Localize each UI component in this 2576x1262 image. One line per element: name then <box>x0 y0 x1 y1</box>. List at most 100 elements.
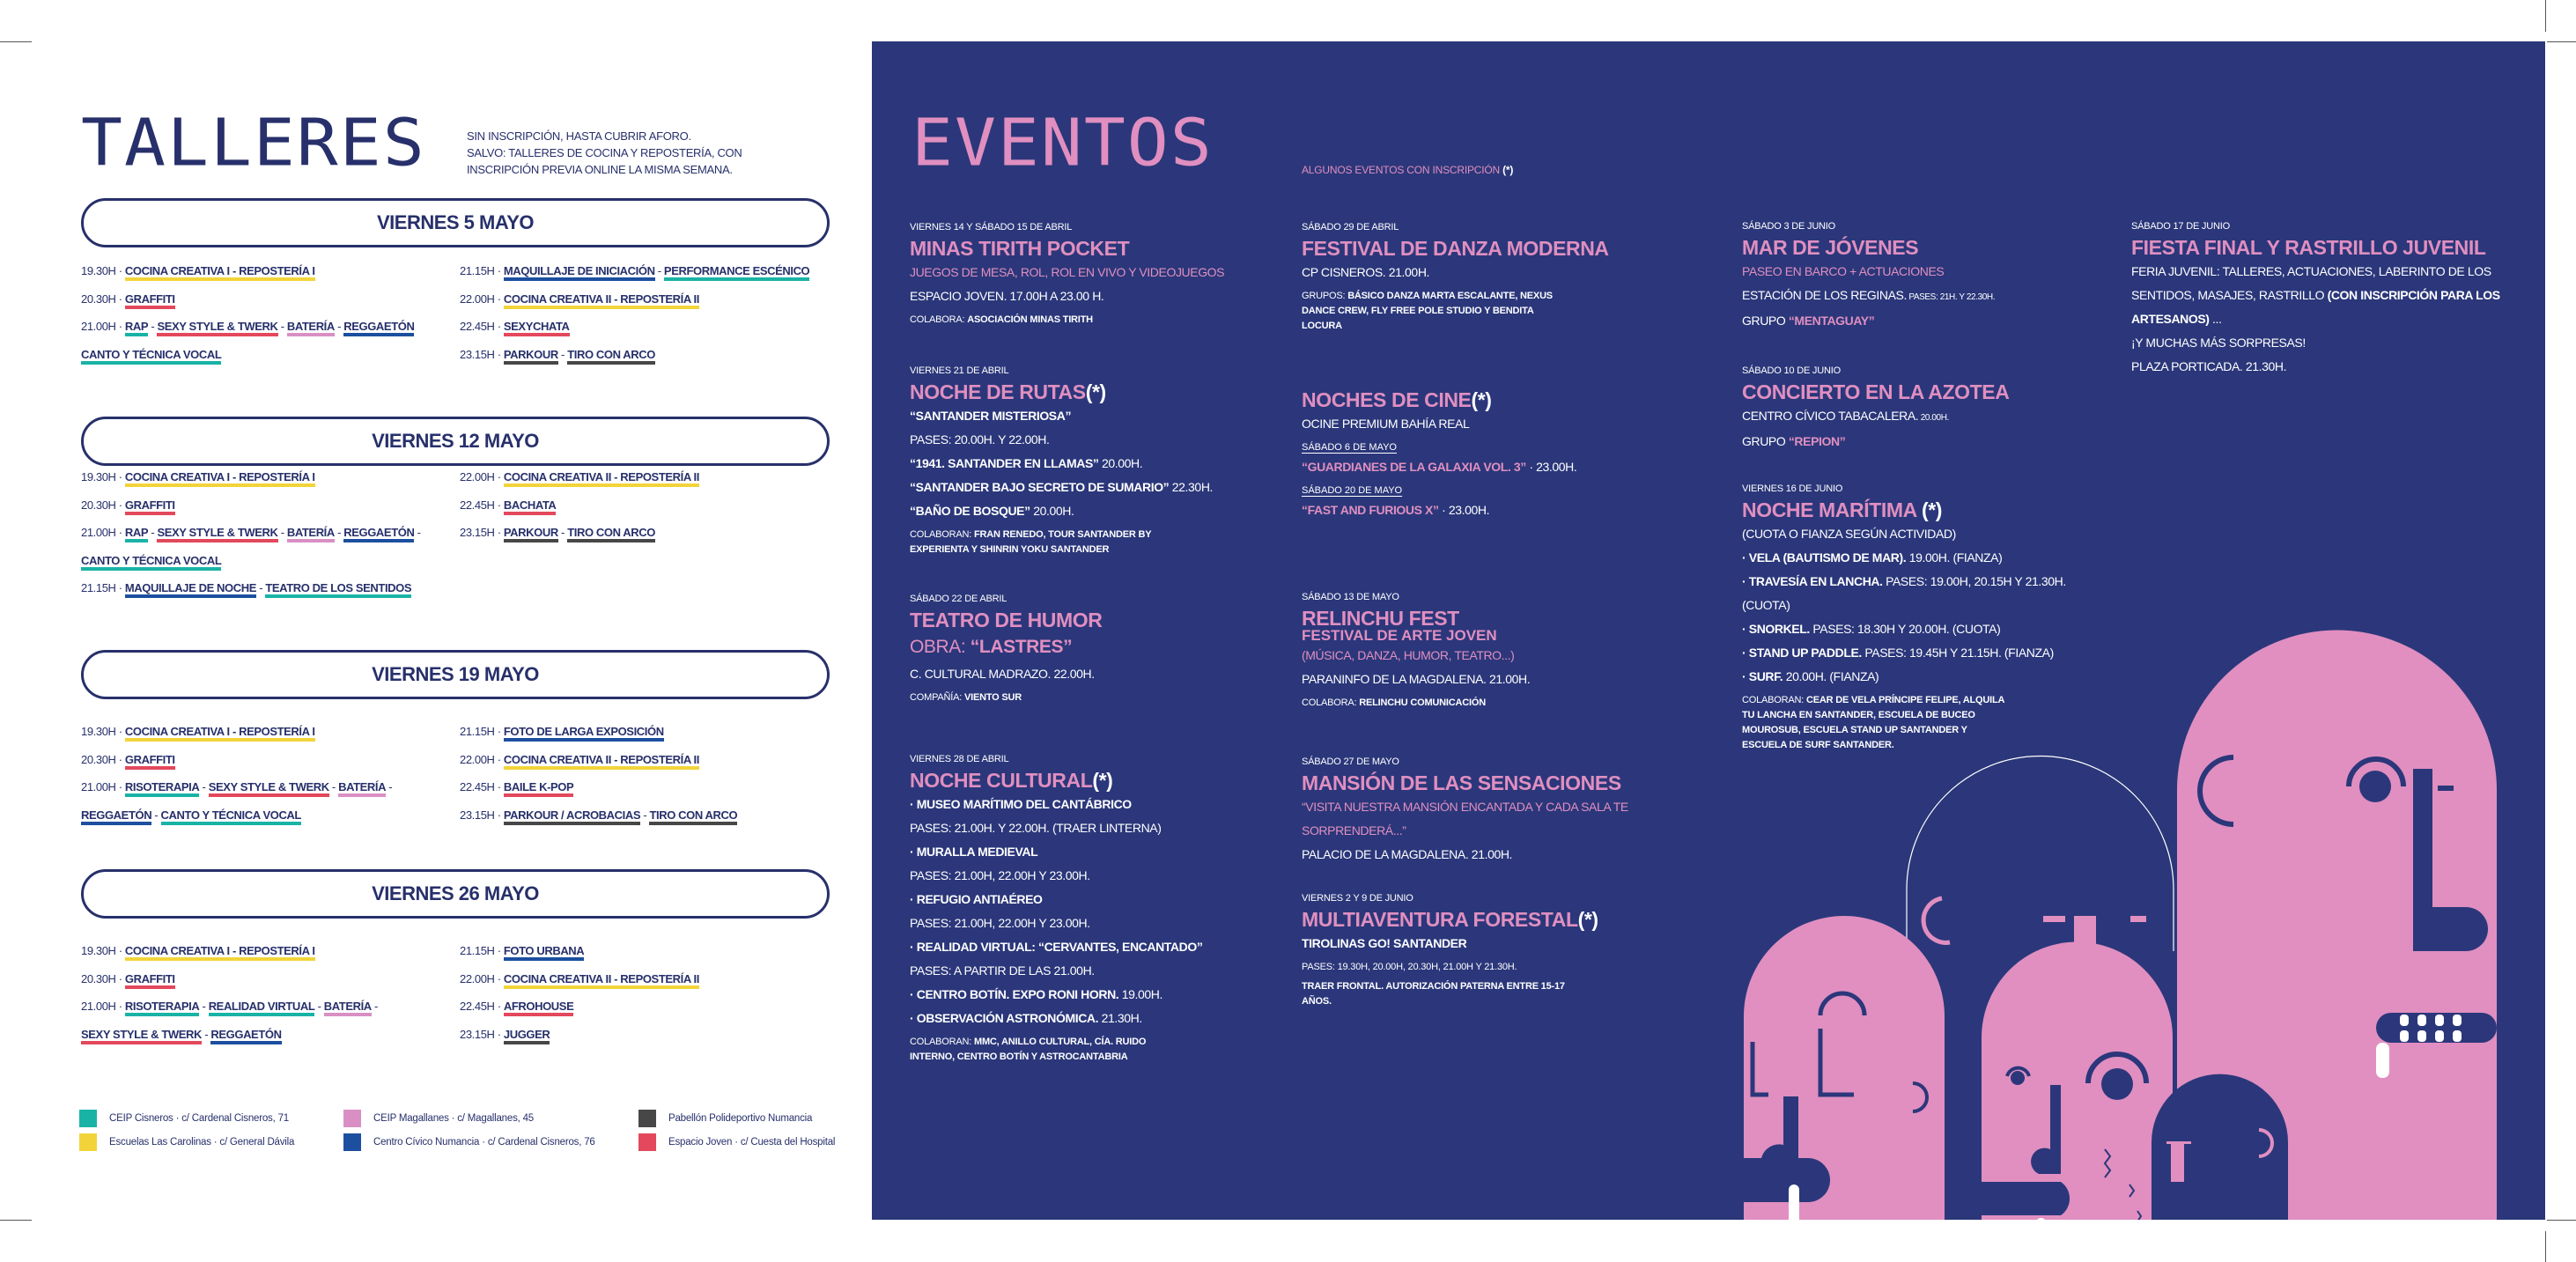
workshop-link[interactable]: RAP <box>124 320 149 336</box>
workshop-link[interactable]: REALIDAD VIRTUAL <box>208 1000 315 1016</box>
schedule-text: 20.30H · <box>81 971 125 985</box>
event-line: COMPAÑÍA: VIENTO SUR <box>910 690 1174 705</box>
workshop-link[interactable]: TIRO CON ARCO <box>567 348 655 365</box>
schedule-text: - <box>640 808 650 822</box>
workshop-link[interactable]: FOTO URBANA <box>503 944 585 961</box>
workshop-link[interactable]: MAQUILLAJE DE INICIACIÓN <box>503 264 655 281</box>
day-header: VIERNES 5 MAYO <box>81 198 830 247</box>
workshop-link[interactable]: MAQUILLAJE DE NOCHE <box>124 581 256 598</box>
workshop-link[interactable]: COCINA CREATIVA II - REPOSTERÍA II <box>503 292 699 309</box>
event-line: TIROLINAS GO! SANTANDER <box>1302 932 1689 956</box>
workshop-link[interactable]: SEXYCHATA <box>503 320 570 336</box>
event-line: (CUOTA O FIANZA SEGÚN ACTIVIDAD) <box>1742 522 2094 546</box>
event-line: PASES: 21.00H, 22.00H Y 23.00H. <box>910 911 1288 935</box>
workshop-link[interactable]: CANTO Y TÉCNICA VOCAL <box>160 808 301 825</box>
workshop-link[interactable]: JUGGER <box>503 1028 550 1044</box>
workshop-link[interactable]: COCINA CREATIVA II - REPOSTERÍA II <box>503 972 699 989</box>
event-card: VIERNES 28 DE ABRIL NOCHE CULTURAL(*) · MU… <box>910 754 1288 1065</box>
workshop-link[interactable]: COCINA CREATIVA I - REPOSTERÍA I <box>124 725 315 742</box>
workshop-link[interactable]: REGGAETÓN <box>210 1028 282 1044</box>
workshop-link[interactable]: CANTO Y TÉCNICA VOCAL <box>81 348 222 365</box>
event-title-text: CONCIERTO EN LA AZOTEA <box>1742 380 2010 403</box>
note-line: SIN INSCRIPCIÓN, HASTA CUBRIR AFORO. <box>467 129 691 143</box>
schedule-text: 20.30H · <box>81 498 125 512</box>
event-line: GRUPOS: BÁSICO DANZA MARTA ESCALANTE, NE… <box>1302 289 1566 334</box>
workshop-link[interactable]: BATERÍA <box>286 320 335 336</box>
schedule-row: 23.15H · PARKOUR / ACROBACIAS - TIRO CON… <box>460 808 838 837</box>
event-line: GRUPO “REPION” <box>1742 430 2094 454</box>
schedule-text: 21.00H · <box>81 1000 125 1013</box>
event-line: COLABORA: ASOCIACIÓN MINAS TIRITH <box>910 313 1174 328</box>
workshop-link[interactable]: COCINA CREATIVA II - REPOSTERÍA II <box>503 753 699 770</box>
event-text: · 23.00H. <box>1438 503 1490 517</box>
event-text: COLABORA: <box>910 314 968 325</box>
event-text: 20.00H. <box>1098 456 1143 470</box>
schedule-text: 21.15H · <box>81 581 125 594</box>
workshop-link[interactable]: BATERÍA <box>323 1000 372 1016</box>
workshop-link[interactable]: BACHATA <box>503 498 557 515</box>
event-text: SÁBADO 20 DE MAYO <box>1302 485 1403 496</box>
event-line: ¡Y MUCHAS MÁS SORPRESAS! <box>2131 331 2519 355</box>
workshop-link[interactable]: RISOTERAPIA <box>124 780 200 797</box>
workshop-link[interactable]: TEATRO DE LOS SENTIDOS <box>265 581 412 598</box>
workshop-link[interactable]: PARKOUR <box>503 526 558 542</box>
event-title-text: MANSIÓN DE LAS SENSACIONES <box>1302 771 1621 794</box>
workshop-link[interactable]: SEXY STYLE & TWERK <box>208 780 329 797</box>
schedule-row: 23.15H · JUGGER <box>460 1028 838 1056</box>
event-card: SÁBADO 17 DE JUNIO FIESTA FINAL Y RASTRIL… <box>2131 221 2519 379</box>
workshop-link[interactable]: SEXY STYLE & TWERK <box>157 320 278 336</box>
registration-required-mark: (*) <box>1092 769 1113 792</box>
workshop-link[interactable]: BATERÍA <box>338 780 386 797</box>
venue-swatch <box>638 1133 656 1151</box>
workshop-link[interactable]: REGGAETÓN <box>343 320 415 336</box>
workshop-link[interactable]: REGGAETÓN <box>81 808 152 825</box>
schedule-text: - <box>334 320 344 333</box>
schedule-column-right: 21.15H · FOTO DE LARGA EXPOSICIÓN 22.00H … <box>460 725 838 836</box>
workshop-link[interactable]: RAP <box>124 526 149 542</box>
event-text: · REFUGIO ANTIAÉREO <box>910 892 1043 906</box>
event-text: COMPAÑÍA: <box>910 692 964 703</box>
workshop-link[interactable]: RISOTERAPIA <box>124 1000 200 1016</box>
event-line: SÁBADO 6 DE MAYO <box>1302 441 1689 454</box>
legend-item: Espacio Joven · c/ Cuesta del Hospital <box>638 1130 835 1154</box>
workshop-link[interactable]: PERFORMANCE ESCÉNICO <box>663 264 810 281</box>
workshop-link[interactable]: GRAFFITI <box>124 972 175 989</box>
workshop-link[interactable]: COCINA CREATIVA II - REPOSTERÍA II <box>503 470 699 487</box>
workshop-link[interactable]: PARKOUR / ACROBACIAS <box>503 808 641 825</box>
workshop-link[interactable]: TIRO CON ARCO <box>567 526 655 542</box>
schedule-row: 19.30H · COCINA CREATIVA I - REPOSTERÍA … <box>81 264 460 292</box>
venue-label: Centro Cívico Numancia · c/ Cardenal Cis… <box>373 1136 595 1148</box>
workshop-link[interactable]: CANTO Y TÉCNICA VOCAL <box>81 554 222 571</box>
talleres-note: SIN INSCRIPCIÓN, HASTA CUBRIR AFORO. SAL… <box>467 128 742 178</box>
event-text: PASES: 21.00H. Y 22.00H. (TRAER LINTERNA… <box>910 821 1162 835</box>
workshop-link[interactable]: COCINA CREATIVA I - REPOSTERÍA I <box>124 264 315 281</box>
event-title-text: NOCHES DE CINE <box>1302 388 1472 411</box>
event-line: “FAST AND FURIOUS X” · 23.00H. <box>1302 498 1689 522</box>
workshop-link[interactable]: GRAFFITI <box>124 753 175 770</box>
schedule-row: CANTO Y TÉCNICA VOCAL <box>81 554 460 582</box>
workshop-link[interactable]: COCINA CREATIVA I - REPOSTERÍA I <box>124 470 315 487</box>
workshop-link[interactable]: TIRO CON ARCO <box>649 808 738 825</box>
workshop-link[interactable]: COCINA CREATIVA I - REPOSTERÍA I <box>124 944 315 961</box>
workshop-link[interactable]: BATERÍA <box>286 526 335 542</box>
event-text: PASES: 21.00H, 22.00H Y 23.00H. <box>910 868 1090 882</box>
workshop-link[interactable]: FOTO DE LARGA EXPOSICIÓN <box>503 725 664 742</box>
small-figure <box>2152 1074 2288 1220</box>
schedule-row: SEXY STYLE & TWERK - REGGAETÓN <box>81 1028 460 1056</box>
event-text: “REPION” <box>1788 434 1846 448</box>
workshop-link[interactable]: SEXY STYLE & TWERK <box>81 1028 202 1044</box>
workshop-link[interactable]: BAILE K-POP <box>503 780 574 797</box>
event-title: MAR DE JÓVENES <box>1742 235 2094 260</box>
schedule-column-right: 21.15H · MAQUILLAJE DE INICIACIÓN - PERF… <box>460 264 838 375</box>
event-line: · REFUGIO ANTIAÉREO <box>910 888 1288 911</box>
workshop-link[interactable]: GRAFFITI <box>124 498 175 515</box>
event-date: SÁBADO 22 DE ABRIL <box>910 594 1008 604</box>
workshop-link[interactable]: GRAFFITI <box>124 292 175 309</box>
workshop-link[interactable]: PARKOUR <box>503 348 558 365</box>
workshop-link[interactable]: REGGAETÓN <box>343 526 415 542</box>
workshop-link[interactable]: SEXY STYLE & TWERK <box>157 526 278 542</box>
event-text: · MURALLA MEDIEVAL <box>910 845 1038 859</box>
workshop-link[interactable]: AFROHOUSE <box>503 1000 574 1016</box>
event-card: VIERNES 16 DE JUNIO NOCHE MARÍTIMA (*) (CU… <box>1742 483 2094 753</box>
event-date: VIERNES 21 DE ABRIL <box>910 365 1009 376</box>
